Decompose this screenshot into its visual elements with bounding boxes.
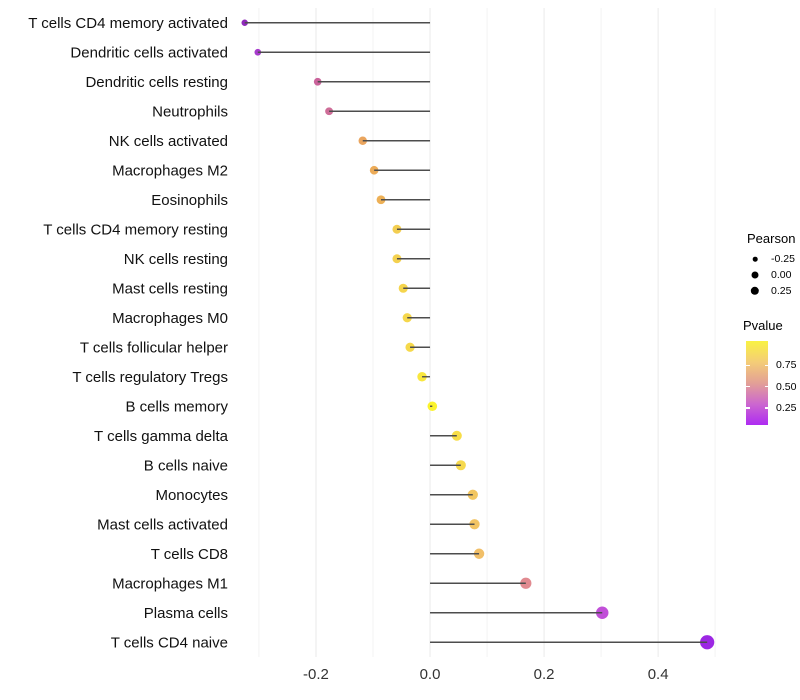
y-axis-label: T cells regulatory Tregs — [72, 369, 228, 386]
color-legend-gradient-wrap: 0.75 0.50 0.25 — [746, 341, 796, 425]
size-legend-entries: -0.25 0.00 0.25 — [742, 251, 795, 299]
size-legend: Pearson -0.25 0.00 0.25 — [742, 231, 795, 299]
x-axis-tick-label: 0.0 — [420, 666, 441, 683]
size-legend-title: Pearson — [747, 231, 796, 246]
size-legend-dot-icon — [752, 256, 758, 262]
y-axis-label: NK cells resting — [124, 251, 228, 268]
x-axis-tick-label: -0.2 — [303, 666, 329, 683]
y-axis-label: NK cells activated — [109, 133, 228, 150]
y-axis-label: Macrophages M0 — [112, 310, 228, 327]
gradient-tick-label: 0.50 — [776, 380, 797, 393]
y-axis-label: B cells naive — [144, 457, 228, 474]
lollipop-dot — [402, 313, 412, 323]
gradient-tick-mark — [764, 407, 768, 409]
y-axis-label: T cells gamma delta — [94, 428, 229, 445]
gradient-tick-mark — [746, 385, 750, 388]
size-legend-entry-label: 0.00 — [771, 269, 792, 281]
y-axis-label: Monocytes — [155, 487, 228, 504]
gradient-tick-label: 0.75 — [776, 359, 797, 372]
size-legend-dot-wrap — [742, 267, 768, 283]
gradient-tick-mark — [746, 364, 750, 367]
color-legend: Pvalue 0.75 0.50 0.25 — [742, 318, 796, 425]
y-axis-label: T cells CD4 memory resting — [43, 221, 228, 238]
size-legend-dot-wrap — [742, 251, 768, 267]
y-axis-label: Neutrophils — [152, 103, 228, 120]
x-axis-tick-label: 0.4 — [648, 666, 669, 683]
gradient-tick-label: 0.25 — [776, 401, 797, 414]
y-axis-label: Macrophages M1 — [112, 575, 228, 592]
y-axis-label: T cells follicular helper — [80, 339, 228, 356]
gradient-tick-mark — [764, 385, 768, 388]
lollipop-dot — [469, 519, 480, 530]
color-legend-title: Pvalue — [743, 318, 783, 333]
gradient-tick-mark — [746, 407, 750, 409]
lollipop-dot — [596, 606, 609, 619]
size-legend-entry-label: 0.25 — [771, 285, 792, 297]
pvalue-gradient-bar — [746, 341, 768, 425]
size-legend-entry: -0.25 — [742, 251, 795, 267]
x-axis-tick-label: 0.2 — [534, 666, 555, 683]
y-axis-label: Macrophages M2 — [112, 162, 228, 179]
size-legend-dot-icon — [751, 271, 759, 279]
size-legend-entry: 0.00 — [742, 267, 795, 283]
y-axis-label: B cells memory — [125, 398, 228, 415]
y-axis-label: Dendritic cells resting — [85, 74, 228, 91]
y-axis-label: Mast cells activated — [97, 516, 228, 533]
y-axis-label: Mast cells resting — [112, 280, 228, 297]
size-legend-entry-label: -0.25 — [771, 253, 795, 265]
y-axis-label: Dendritic cells activated — [70, 44, 228, 61]
y-axis-label: T cells CD4 naive — [111, 634, 228, 651]
gradient-tick-mark — [764, 364, 768, 367]
y-axis-label: Plasma cells — [144, 605, 228, 622]
y-axis-label: T cells CD8 — [151, 546, 228, 563]
size-legend-dot-icon — [750, 286, 760, 296]
size-legend-entry: 0.25 — [742, 283, 795, 299]
y-axis-label: Eosinophils — [151, 192, 228, 209]
y-axis-label: T cells CD4 memory activated — [28, 15, 228, 32]
size-legend-dot-wrap — [742, 283, 768, 299]
